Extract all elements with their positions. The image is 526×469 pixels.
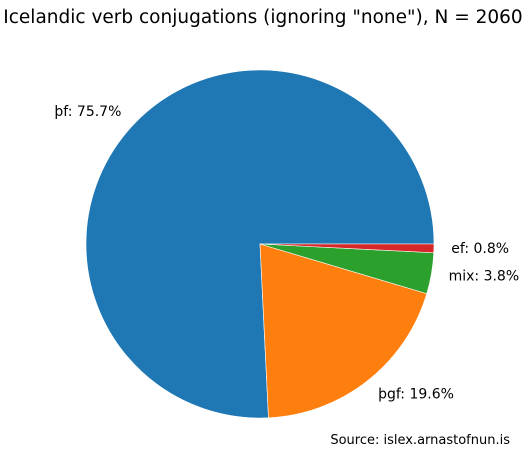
chart-title: Icelandic verb conjugations (ignoring "n… [3, 7, 522, 28]
pie-slice-1 [259, 243, 428, 419]
pie-labels: þf: 75.7% þgf: 19.6% mix: 3.8% ef: 0.8% [54, 104, 519, 403]
pie-slice-label-0: þf: 75.7% [54, 104, 121, 120]
pie-slice-3 [259, 243, 435, 254]
pie-slice-label-1: þgf: 19.6% [378, 387, 454, 403]
pie-slices [85, 69, 435, 419]
source-note: Source: islex.arnastofnun.is [330, 433, 510, 448]
pie-slice-label-3: ef: 0.8% [451, 241, 509, 257]
pie-slice-label-2: mix: 3.8% [449, 268, 520, 284]
